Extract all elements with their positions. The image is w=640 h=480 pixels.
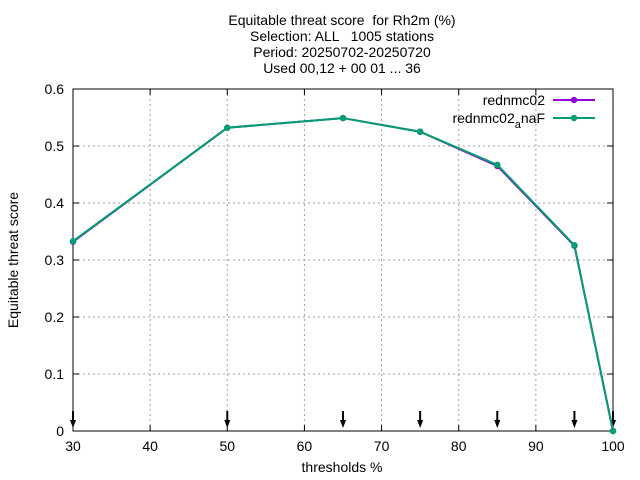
legend-entry: rednmc02 xyxy=(483,92,595,108)
threshold-arrow-head xyxy=(70,420,76,428)
legend: rednmc02 rednmc02anaF xyxy=(452,92,595,131)
x-axis-label: thresholds % xyxy=(302,459,383,475)
data-point xyxy=(224,124,231,131)
chart-title: Equitable threat score for Rh2m (%) Sele… xyxy=(0,12,640,76)
title-line-2: Selection: ALL 1005 stations xyxy=(250,28,434,44)
y-tick-label: 0.4 xyxy=(45,195,65,211)
x-tick-label: 50 xyxy=(219,438,235,454)
y-tick-label: 0.3 xyxy=(45,252,65,268)
x-tick-label: 30 xyxy=(65,438,81,454)
data-point xyxy=(339,114,347,122)
series-line xyxy=(72,117,614,432)
x-tick-label: 70 xyxy=(374,438,390,454)
x-tick-label: 100 xyxy=(601,438,625,454)
x-tick-label: 80 xyxy=(451,438,467,454)
series-1 xyxy=(69,114,617,435)
threshold-arrow-head xyxy=(571,420,578,428)
title-line-1: Equitable threat score for Rh2m (%) xyxy=(228,12,456,28)
threshold-arrows xyxy=(70,411,616,428)
threshold-arrow-head xyxy=(224,420,231,428)
threshold-arrow-head xyxy=(340,420,346,428)
tick-labels: 30 40 50 60 70 80 90 100 0 0.1 0.2 0.3 0.4 0.5 0.6 xyxy=(45,81,625,454)
data-point xyxy=(571,241,578,249)
y-tick-label: 0.6 xyxy=(45,81,65,97)
legend-label: rednmc02anaF xyxy=(452,110,545,131)
x-tick-label: 90 xyxy=(528,438,544,454)
series-line xyxy=(72,117,614,432)
y-tick-label: 0.1 xyxy=(45,366,65,382)
title-line-4: Used 00,12 + 00 01 ... 36 xyxy=(263,60,421,76)
axes xyxy=(72,88,614,432)
y-tick-label: 0.2 xyxy=(45,309,65,325)
data-point xyxy=(69,237,77,245)
data-point xyxy=(416,128,424,135)
title-line-3: Period: 20250702-20250720 xyxy=(253,44,431,60)
y-axis-label: Equitable threat score xyxy=(5,192,21,328)
legend-label: rednmc02 xyxy=(483,92,545,108)
threshold-arrow-head xyxy=(417,420,424,428)
series-group xyxy=(69,114,617,435)
legend-entry: rednmc02anaF xyxy=(452,110,595,131)
data-point xyxy=(494,161,501,169)
threshold-arrow-head xyxy=(494,420,501,428)
series-0 xyxy=(69,114,617,435)
x-tick-label: 40 xyxy=(142,438,158,454)
y-tick-label: 0 xyxy=(56,423,64,439)
legend-marker xyxy=(570,96,578,104)
x-tick-label: 60 xyxy=(297,438,313,454)
y-tick-label: 0.5 xyxy=(45,138,65,154)
data-point xyxy=(609,427,617,435)
grid-lines xyxy=(73,89,613,431)
legend-marker xyxy=(570,114,578,122)
